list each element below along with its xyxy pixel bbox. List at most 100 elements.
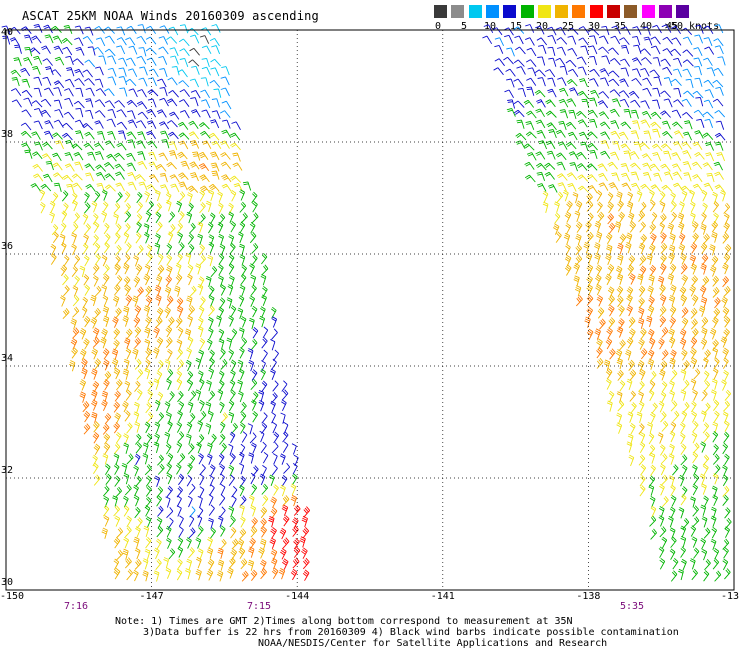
wind-barb bbox=[113, 505, 120, 517]
wind-barb bbox=[680, 185, 692, 193]
wind-barb bbox=[595, 264, 603, 276]
wind-barb bbox=[82, 123, 94, 131]
wind-barb bbox=[220, 412, 228, 424]
wind-barb bbox=[197, 525, 204, 537]
wind-barb bbox=[633, 44, 642, 54]
wind-barb bbox=[94, 110, 106, 118]
wind-barb bbox=[64, 139, 75, 149]
wind-barb bbox=[680, 253, 687, 265]
wind-barb bbox=[208, 305, 215, 317]
wind-barb bbox=[123, 505, 130, 517]
wind-barb bbox=[153, 326, 160, 339]
wind-barb bbox=[207, 254, 214, 267]
wind-barb bbox=[219, 473, 225, 485]
wind-barb bbox=[122, 495, 129, 508]
wind-barb bbox=[526, 152, 537, 161]
wind-barb bbox=[680, 432, 686, 445]
wind-barb bbox=[33, 120, 43, 130]
wind-barb bbox=[211, 110, 221, 120]
wind-barb bbox=[13, 57, 22, 67]
wind-barb bbox=[575, 295, 583, 307]
wind-barb bbox=[208, 189, 215, 202]
pass-time-label: 7:16 bbox=[63, 601, 89, 612]
wind-barb bbox=[681, 464, 688, 477]
wind-barb bbox=[167, 77, 178, 86]
wind-barb bbox=[649, 222, 656, 235]
wind-barb bbox=[646, 253, 653, 265]
wind-barb bbox=[260, 274, 267, 286]
wind-barb bbox=[54, 56, 65, 66]
wind-barb bbox=[187, 273, 193, 286]
wind-barb bbox=[694, 65, 702, 76]
wind-barb bbox=[201, 27, 212, 36]
wind-barb bbox=[672, 171, 683, 180]
wind-barb bbox=[251, 305, 258, 318]
wind-barb bbox=[148, 68, 159, 78]
wind-barb bbox=[261, 465, 267, 477]
legend-swatch bbox=[658, 5, 672, 18]
wind-barb bbox=[671, 109, 682, 119]
wind-barb bbox=[524, 161, 535, 170]
longitude-label: -150 bbox=[0, 591, 25, 602]
wind-barb bbox=[221, 174, 232, 183]
wind-barb bbox=[144, 264, 151, 276]
wind-barb bbox=[587, 142, 598, 151]
wind-barb bbox=[608, 47, 619, 55]
wind-barb bbox=[84, 26, 94, 36]
wind-barb bbox=[187, 315, 193, 327]
wind-barb bbox=[668, 453, 675, 465]
wind-barb bbox=[63, 254, 70, 267]
wind-barb bbox=[91, 411, 98, 424]
wind-barb bbox=[79, 328, 87, 340]
wind-barb bbox=[292, 517, 299, 529]
wind-barb bbox=[702, 357, 709, 369]
wind-barb bbox=[240, 401, 247, 414]
wind-barb bbox=[187, 495, 193, 508]
wind-barb bbox=[696, 118, 705, 128]
wind-barb bbox=[81, 306, 88, 319]
wind-barb bbox=[623, 150, 632, 160]
wind-barb bbox=[136, 35, 147, 45]
wind-barb bbox=[229, 431, 236, 444]
wind-barb bbox=[237, 231, 244, 244]
legend-swatch bbox=[676, 5, 690, 18]
wind-barb bbox=[527, 67, 537, 77]
wind-barb bbox=[93, 462, 99, 475]
wind-barb bbox=[671, 37, 682, 46]
wind-barb bbox=[503, 56, 514, 65]
wind-barb bbox=[85, 184, 96, 192]
wind-barb bbox=[671, 163, 682, 172]
wind-barb bbox=[545, 69, 556, 78]
wind-barb bbox=[199, 254, 206, 266]
wind-barb bbox=[536, 129, 546, 139]
wind-barb bbox=[166, 36, 178, 44]
wind-barb bbox=[261, 252, 268, 265]
wind-barb bbox=[10, 69, 22, 78]
wind-barb bbox=[238, 547, 246, 559]
wind-barb bbox=[239, 221, 246, 234]
wind-barb bbox=[81, 367, 88, 380]
wind-barb bbox=[156, 526, 164, 538]
wind-barb bbox=[629, 423, 636, 435]
wind-barb bbox=[218, 453, 225, 465]
wind-barb bbox=[278, 568, 286, 580]
wind-barb bbox=[101, 211, 108, 223]
wind-barb bbox=[703, 464, 709, 476]
legend-swatch bbox=[641, 5, 655, 18]
wind-barb bbox=[136, 140, 146, 149]
wind-barb bbox=[717, 56, 726, 66]
wind-barb bbox=[302, 557, 310, 570]
wind-barb bbox=[240, 273, 247, 286]
wind-barb bbox=[678, 507, 685, 519]
wind-barb bbox=[577, 174, 589, 182]
wind-barb bbox=[678, 568, 684, 581]
wind-barb bbox=[690, 496, 696, 508]
legend-tick-label: 15 bbox=[509, 21, 523, 32]
wind-barb bbox=[714, 132, 726, 141]
wind-barb bbox=[712, 431, 719, 443]
wind-barb bbox=[145, 516, 152, 528]
wind-barb bbox=[94, 253, 101, 265]
wind-barb bbox=[525, 37, 535, 46]
wind-barb bbox=[240, 316, 247, 328]
wind-barb bbox=[649, 69, 660, 78]
